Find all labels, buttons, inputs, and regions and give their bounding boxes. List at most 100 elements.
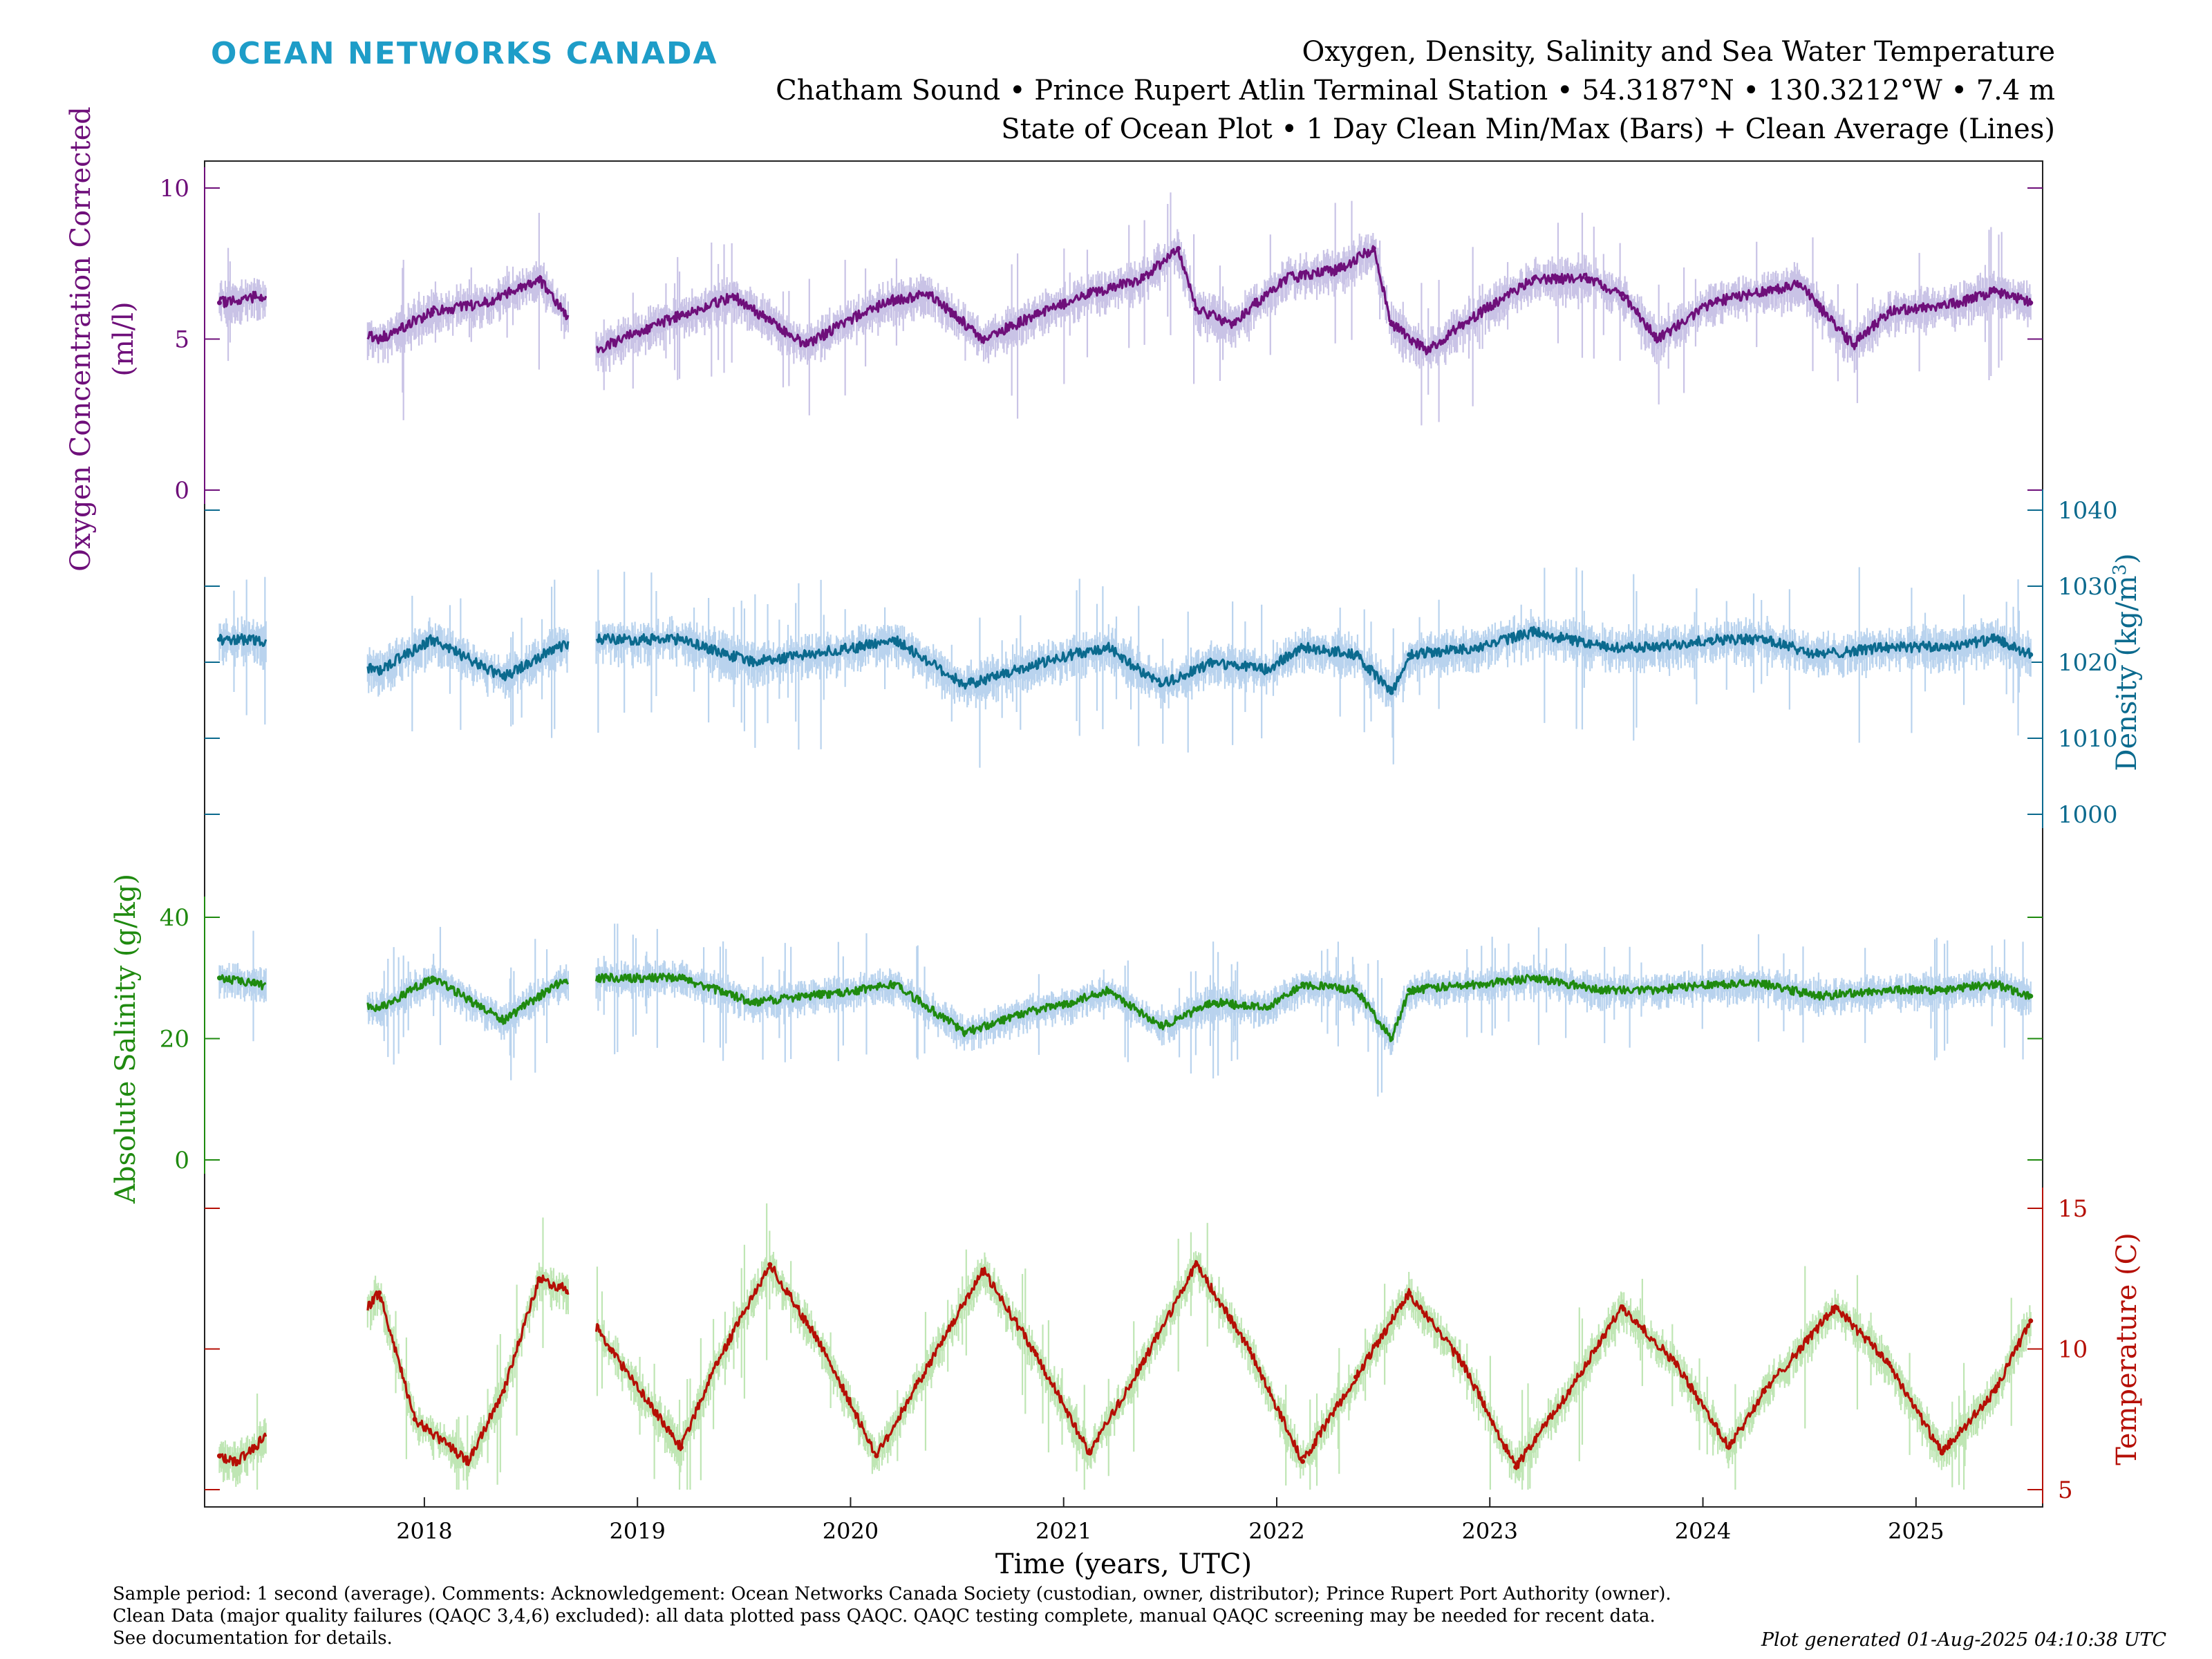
density-tick-label: 1010 (2058, 725, 2118, 753)
oxygen-average-line (218, 290, 268, 308)
plot-frame (204, 160, 2043, 1508)
salinity-tick-label: 40 (160, 904, 189, 932)
density-data-point (1761, 637, 1767, 642)
density-tick-label: 1040 (2058, 497, 2118, 525)
x-tick-label: 2025 (1888, 1518, 1944, 1544)
oxygen-data-point (536, 276, 542, 281)
density-data-point (1353, 652, 1359, 657)
density-data-point (377, 667, 382, 673)
oxygen-data-point (731, 294, 737, 299)
oxygen-data-point (377, 337, 382, 341)
oxygen-data-point (1584, 276, 1590, 281)
oxygen-data-point (1530, 276, 1536, 281)
oxygen-data-point (856, 312, 861, 318)
oxygen-data-point (1620, 291, 1625, 297)
density-average-line (595, 626, 2032, 693)
oxygen-data-point (1282, 276, 1288, 281)
oxygen-data-point (1957, 300, 1962, 306)
oxygen-data-point (252, 294, 258, 299)
density-data-point (430, 637, 435, 642)
density-data-point (1105, 644, 1110, 650)
oxygen-data-point (1655, 337, 1660, 341)
oxygen-axis-label: (ml/l) (108, 301, 140, 376)
salinity-tick-label: 0 (174, 1147, 189, 1174)
density-data-point (1477, 644, 1483, 650)
oxygen-data-point (767, 318, 773, 324)
oxygen-data-point (1797, 282, 1803, 288)
density-data-point (1264, 667, 1270, 673)
density-data-point (1158, 682, 1163, 688)
density-data-point (892, 637, 897, 642)
oxygen-data-point (927, 291, 932, 297)
oxygen-data-point (1850, 342, 1856, 348)
oxygen-data-point (1193, 306, 1199, 312)
oxygen-data-point (1389, 321, 1394, 327)
oxygen-data-point (803, 342, 808, 348)
density-data-point (1655, 644, 1660, 650)
density-axis-label: Density (kg/m3) (2110, 553, 2143, 771)
density-data-point (856, 644, 861, 650)
density-data-point (1708, 637, 1714, 642)
oxygen-data-point (1371, 245, 1376, 251)
density-data-point (2028, 652, 2034, 657)
density-average-line (366, 634, 570, 682)
oxygen-data-point (1229, 321, 1235, 327)
oxygen-data-point (892, 297, 897, 303)
oxygen-tick-label: 0 (174, 477, 189, 505)
density-average-line (218, 632, 268, 648)
density-tick-label: 1030 (2058, 573, 2118, 601)
density-data-point (1300, 644, 1306, 650)
oxygen-data-point (1460, 321, 1465, 327)
salinity-series (216, 924, 2034, 1097)
density-tick-label: 1000 (2058, 801, 2118, 829)
x-tick-label: 2020 (823, 1518, 879, 1544)
density-data-point (1939, 644, 1944, 650)
oxygen-data-point (980, 337, 986, 341)
density-data-point (216, 637, 222, 642)
density-data-point (1602, 644, 1607, 650)
density-data-point (1992, 637, 1998, 642)
oxygen-data-point (678, 312, 684, 318)
salinity-tick-label: 20 (160, 1026, 189, 1053)
oxygen-tick-label: 10 (160, 175, 189, 203)
density-tick-label: 1020 (2058, 649, 2118, 677)
density-data-point (1886, 644, 1891, 650)
oxygen-data-point (2028, 300, 2034, 306)
density-data-point (1815, 652, 1820, 657)
oxygen-data-point (1424, 348, 1430, 354)
x-tick-label: 2021 (1035, 1518, 1091, 1544)
x-axis-label: Time (years, UTC) (995, 1548, 1252, 1580)
oxygen-axis-label: Oxygen Concentration Corrected (65, 106, 97, 572)
oxygen-data-point (1886, 309, 1891, 315)
salinity-axis-label: Absolute Salinity (g/kg) (110, 874, 142, 1204)
oxygen-tick-label: 5 (174, 326, 189, 354)
x-tick-label: 2022 (1248, 1518, 1304, 1544)
density-data-point (749, 659, 755, 665)
oxygen-average-line (596, 245, 2032, 356)
density-data-point (1407, 652, 1412, 657)
density-data-point (803, 652, 808, 657)
density-data-point (554, 644, 560, 650)
density-data-point (962, 682, 968, 688)
oxygen-data-point (1176, 245, 1181, 251)
density-data-point (1389, 690, 1394, 695)
density-data-point (678, 637, 684, 642)
x-tick-label: 2024 (1675, 1518, 1731, 1544)
x-tick-label: 2019 (609, 1518, 665, 1544)
oxygen-data-point (1992, 288, 1998, 294)
oxygen-data-point (216, 300, 222, 306)
density-data-point (252, 637, 258, 642)
oxygen-data-point (1087, 291, 1092, 297)
x-tick-label: 2018 (396, 1518, 452, 1544)
oxygen-data-point (1761, 288, 1767, 294)
oxygen-average-line (366, 274, 570, 345)
oxygen-series (216, 192, 2034, 426)
x-tick-label: 2023 (1462, 1518, 1518, 1544)
density-data-point (1211, 659, 1217, 665)
oxygen-data-point (1335, 267, 1341, 272)
density-data-point (500, 675, 506, 680)
oxygen-data-point (1140, 276, 1145, 281)
density-data-point (1530, 629, 1536, 635)
oxygen-data-point (1708, 300, 1714, 306)
